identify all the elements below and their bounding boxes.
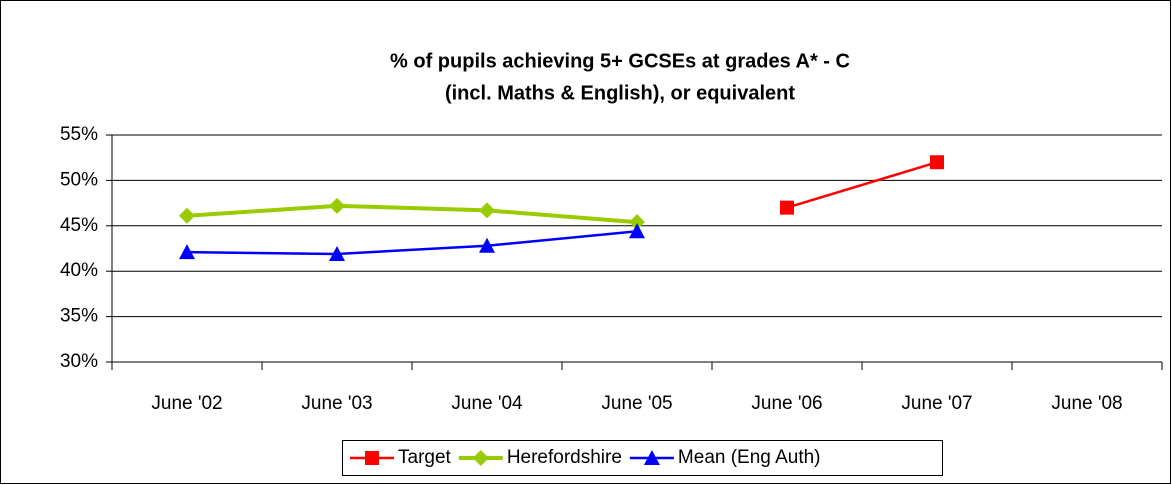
x-tick-label: June '04: [451, 393, 523, 414]
series-line: [186, 203, 638, 225]
chart-title: (incl. Maths & English), or equivalent: [445, 82, 795, 104]
data-point: [329, 197, 345, 214]
legend-label: Herefordshire: [507, 447, 622, 468]
data-point: [479, 202, 495, 219]
y-tick-label: 35%: [60, 306, 98, 327]
y-tick-label: 30%: [60, 351, 98, 372]
chart-title: % of pupils achieving 5+ GCSEs at grades…: [390, 50, 850, 72]
data-point: [629, 214, 645, 231]
series-line: [786, 161, 938, 209]
y-tick-label: 40%: [60, 260, 98, 281]
x-tick-label: June '05: [601, 393, 672, 414]
legend-marker: [643, 450, 660, 465]
data-point: [780, 200, 794, 215]
data-point: [479, 237, 495, 253]
x-tick-label: June '07: [901, 393, 972, 414]
x-tick-label: June '03: [301, 393, 372, 414]
x-tick-label: June '02: [151, 393, 222, 414]
data-point: [930, 155, 944, 170]
data-point: [629, 223, 645, 239]
y-tick-label: 45%: [60, 215, 98, 236]
legend-label: Mean (Eng Auth): [678, 447, 821, 468]
data-point: [179, 207, 195, 224]
data-point: [329, 245, 345, 261]
series-line: [186, 230, 638, 256]
legend-marker: [365, 451, 379, 465]
x-tick-label: June '08: [1051, 393, 1122, 414]
x-tick-label: June '06: [751, 393, 822, 414]
y-tick-label: 50%: [60, 169, 98, 190]
y-tick-label: 55%: [60, 124, 98, 145]
legend-marker: [472, 450, 489, 466]
data-point: [179, 244, 195, 260]
legend-label: Target: [398, 447, 452, 468]
